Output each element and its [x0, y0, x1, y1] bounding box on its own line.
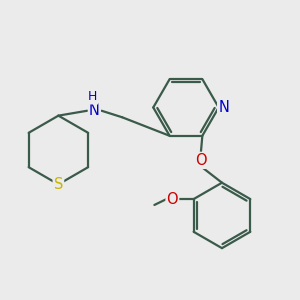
Text: N: N	[218, 100, 229, 115]
Text: N: N	[89, 103, 100, 118]
Text: S: S	[54, 177, 63, 192]
Text: O: O	[167, 192, 178, 207]
Text: O: O	[195, 153, 206, 168]
Text: H: H	[88, 91, 98, 103]
